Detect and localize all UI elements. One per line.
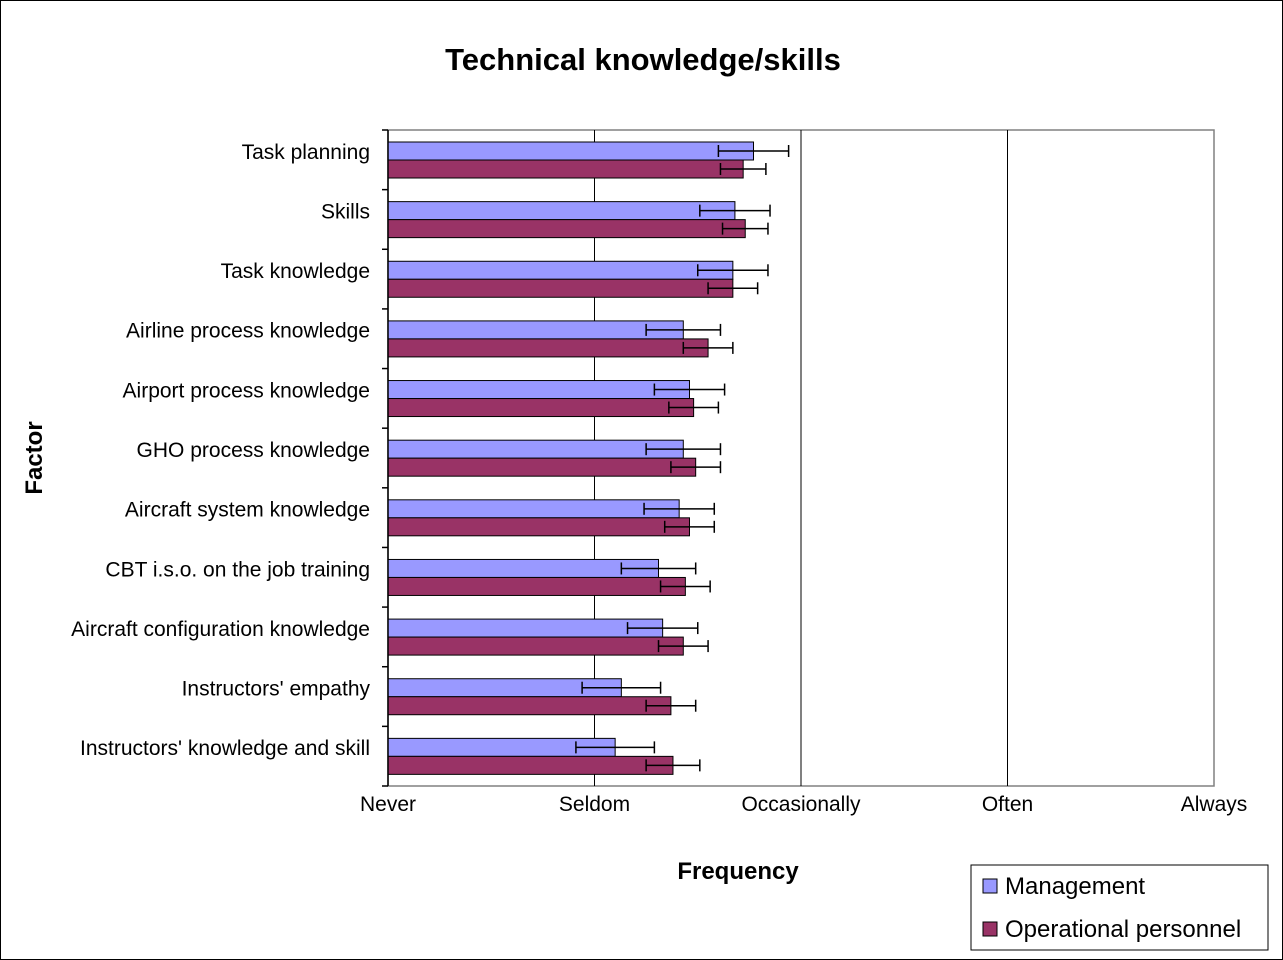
bar-management-task-knowledge [387, 260, 734, 280]
bar-operational-personnel-aircraft-configuration-knowledge [387, 636, 684, 656]
category-labels: Task planning Skills Task knowledge Airline… [71, 141, 370, 760]
bar-management-skills [387, 201, 736, 221]
error-bar-management-gho-process-knowledge [645, 443, 722, 456]
category-label-airport-process-knowledge: Airport process knowledge [123, 379, 370, 402]
legend: Management Operational personnel [970, 864, 1269, 951]
category-label-aircraft-system-knowledge: Aircraft system knowledge [125, 499, 370, 522]
error-bar-operational-personnel-instructors-knowledge-and-skill [645, 759, 701, 772]
x-tick-label-often: Often [982, 793, 1033, 816]
error-bars [575, 145, 790, 772]
error-bar-operational-personnel-airline-process-knowledge [682, 341, 734, 354]
legend-swatch-operational-personnel [982, 921, 998, 937]
bar-management-airport-process-knowledge [387, 380, 690, 400]
bar-operational-personnel-instructors-empathy [387, 696, 672, 716]
category-label-instructors-empathy: Instructors' empathy [182, 678, 371, 701]
error-bar-operational-personnel-task-knowledge [707, 282, 759, 295]
x-axis-title: Frequency [677, 858, 799, 885]
x-tick-label-never: Never [360, 793, 416, 816]
error-bar-management-task-planning [717, 145, 790, 157]
legend-label-operational-personnel: Operational personnel [1005, 916, 1241, 943]
x-tick-label-always: Always [1181, 793, 1248, 816]
error-bar-management-skills [699, 204, 771, 217]
category-label-task-knowledge: Task knowledge [221, 260, 370, 283]
error-bar-operational-personnel-aircraft-system-knowledge [663, 520, 716, 533]
bar-management-cbt-i-s-o-on-the-job-training [387, 558, 660, 578]
error-bar-management-instructors-knowledge-and-skill [575, 741, 656, 754]
bar-management-task-planning [387, 141, 755, 161]
bar-operational-personnel-skills [387, 219, 746, 239]
error-bar-operational-personnel-cbt-i-s-o-on-the-job-training [659, 580, 711, 593]
category-label-airline-process-knowledge: Airline process knowledge [126, 320, 370, 343]
error-bar-management-aircraft-system-knowledge [643, 502, 716, 515]
error-bar-operational-personnel-airport-process-knowledge [668, 401, 720, 414]
x-tick-label-seldom: Seldom [559, 793, 630, 816]
error-bar-operational-personnel-task-planning [719, 163, 767, 175]
bar-management-airline-process-knowledge [387, 320, 684, 340]
category-label-skills: Skills [321, 200, 370, 223]
bar-management-aircraft-configuration-knowledge [387, 618, 664, 638]
legend-label-management: Management [1005, 873, 1145, 900]
category-label-gho-process-knowledge: GHO process knowledge [137, 439, 370, 462]
error-bar-management-airline-process-knowledge [645, 323, 722, 336]
bar-management-aircraft-system-knowledge [387, 499, 680, 519]
bar-operational-personnel-airport-process-knowledge [387, 398, 695, 418]
x-tick-labels: Never Seldom Occasionally Often Always [360, 793, 1247, 816]
category-label-instructors-knowledge-and-skill: Instructors' knowledge and skill [80, 737, 370, 760]
bar-management-gho-process-knowledge [387, 439, 684, 459]
error-bar-operational-personnel-instructors-empathy [645, 699, 697, 712]
error-bar-operational-personnel-aircraft-configuration-knowledge [657, 640, 709, 653]
bar-operational-personnel-aircraft-system-knowledge [387, 517, 690, 537]
error-bar-management-aircraft-configuration-knowledge [626, 622, 699, 635]
bar-operational-personnel-cbt-i-s-o-on-the-job-training [387, 576, 686, 596]
error-bar-operational-personnel-gho-process-knowledge [670, 461, 722, 474]
category-label-task-planning: Task planning [242, 141, 370, 164]
bar-operational-personnel-gho-process-knowledge [387, 457, 697, 477]
y-axis-title: Factor [21, 421, 48, 494]
error-bar-management-instructors-empathy [581, 681, 662, 694]
bar-operational-personnel-task-planning [387, 159, 744, 179]
legend-box [970, 864, 1269, 951]
bar-operational-personnel-airline-process-knowledge [387, 338, 709, 358]
x-tick-label-occasionally: Occasionally [741, 793, 861, 816]
error-bar-management-airport-process-knowledge [653, 383, 726, 396]
chart-title: Technical knowledge/skills [445, 42, 841, 77]
bar-operational-personnel-instructors-knowledge-and-skill [387, 755, 674, 775]
error-bar-management-cbt-i-s-o-on-the-job-training [620, 562, 697, 575]
bar-operational-personnel-task-knowledge [387, 278, 734, 298]
category-label-cbt-i-s-o-on-the-job-training: CBT i.s.o. on the job training [105, 558, 370, 581]
error-bar-operational-personnel-skills [721, 222, 769, 235]
y-axis-ticks [382, 129, 388, 787]
category-label-aircraft-configuration-knowledge: Aircraft configuration knowledge [71, 618, 370, 641]
error-bar-management-task-knowledge [697, 264, 769, 277]
legend-swatch-management [982, 878, 998, 894]
